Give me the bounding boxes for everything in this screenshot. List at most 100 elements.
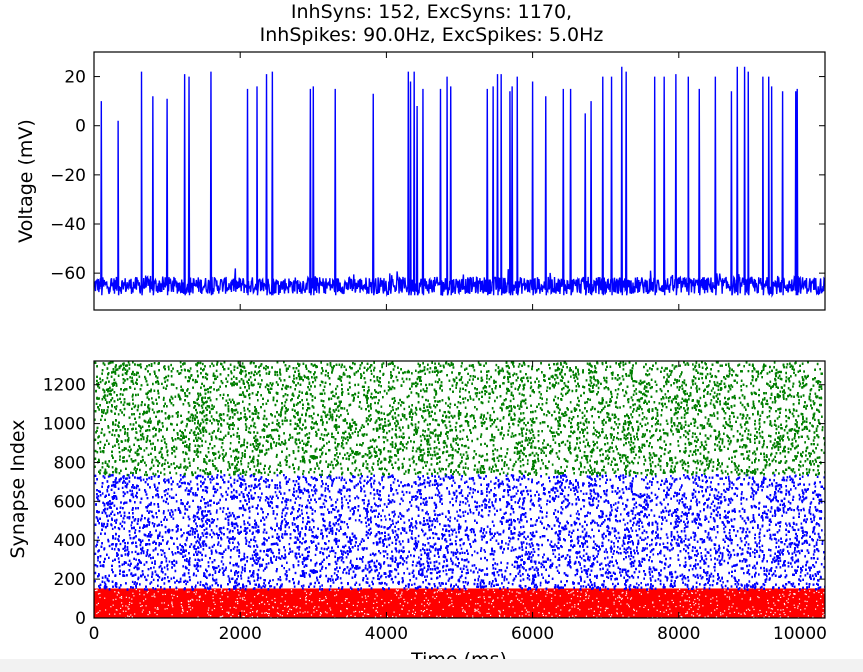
raster-gap	[521, 598, 523, 600]
raster-gap	[823, 613, 825, 616]
raster-gap	[325, 597, 327, 599]
raster-gap	[276, 612, 278, 614]
raster-gap	[752, 606, 754, 608]
raster-gap	[115, 609, 117, 611]
raster-gap	[166, 608, 168, 610]
raster-gap	[119, 597, 121, 599]
raster-gap	[794, 593, 796, 595]
raster-gap	[220, 616, 222, 618]
raster-gap	[395, 616, 397, 618]
raster-gap	[376, 606, 378, 609]
raster-gap	[188, 601, 190, 603]
raster-spike	[349, 509, 352, 512]
raster-gap	[324, 611, 327, 613]
raster-gap	[279, 614, 281, 616]
raster-gap	[401, 593, 403, 595]
raster-gap	[110, 606, 112, 608]
raster-spike	[714, 569, 716, 572]
raster-gap	[604, 610, 606, 612]
raster-gap	[813, 592, 815, 594]
raster-gap	[309, 593, 311, 596]
raster-gap	[399, 594, 401, 596]
raster-gap	[204, 593, 207, 595]
raster-gap	[250, 602, 252, 604]
raster-spike	[780, 486, 783, 489]
raster-gap	[426, 602, 428, 604]
raster-spike	[579, 562, 581, 565]
raster-gap	[757, 596, 759, 598]
raster-gap	[733, 611, 736, 613]
raster-gap	[384, 602, 386, 604]
raster-gap	[710, 602, 712, 604]
raster-gap	[726, 596, 728, 598]
raster-spike	[320, 475, 322, 479]
raster-gap	[607, 607, 609, 609]
raster-gap	[230, 615, 232, 618]
raster-gap	[694, 598, 696, 601]
raster-gap	[586, 590, 589, 592]
raster-gap	[681, 616, 683, 618]
raster-spike	[207, 475, 209, 478]
raster-gap	[423, 600, 425, 602]
raster-gap	[659, 611, 661, 613]
raster-gap	[214, 589, 216, 591]
raster-gap	[789, 610, 791, 613]
raster-gap	[374, 598, 376, 600]
raster-gap	[596, 597, 598, 599]
raster-gap	[739, 592, 741, 594]
raster-gap	[692, 601, 695, 603]
raster-gap	[242, 615, 244, 617]
raster-gap	[118, 592, 120, 594]
raster-gap	[227, 590, 229, 592]
raster-gap	[806, 605, 808, 607]
raster-gap	[710, 598, 712, 600]
raster-spike	[110, 543, 113, 546]
raster-gap	[304, 611, 306, 613]
raster-spike	[373, 497, 375, 500]
raster-gap	[257, 593, 259, 595]
raster-spike	[426, 570, 428, 573]
raster-spike	[676, 514, 679, 518]
raster-gap	[574, 604, 576, 606]
raster-gap	[673, 593, 675, 595]
raster-gap	[423, 610, 426, 612]
raster-gap	[684, 600, 686, 602]
raster-spike	[658, 487, 660, 490]
raster-gap	[741, 598, 743, 600]
raster-gap	[544, 589, 546, 591]
raster-gap	[237, 602, 239, 605]
raster-spike	[426, 510, 428, 513]
raster-spike	[470, 530, 473, 534]
raster-gap	[428, 604, 430, 606]
raster-gap	[502, 595, 504, 597]
raster-gap	[630, 597, 633, 599]
raster-spike	[423, 498, 426, 501]
raster-gap	[773, 602, 775, 604]
raster-spike	[350, 559, 352, 562]
raster-gap	[413, 614, 416, 616]
raster-spike	[398, 551, 400, 554]
raster-gap	[474, 608, 476, 610]
raster-spike	[263, 579, 265, 582]
raster-gap	[296, 612, 298, 614]
raster-gap	[798, 590, 800, 592]
raster-gap	[740, 613, 742, 615]
raster-spike	[147, 574, 149, 577]
raster-gap	[747, 608, 749, 610]
raster-gap	[237, 590, 239, 592]
raster-gap	[620, 612, 623, 614]
raster-gap	[822, 615, 824, 617]
raster-gap	[559, 595, 561, 597]
raster-gap	[436, 595, 438, 598]
raster-gap	[362, 615, 364, 617]
raster-gap	[451, 600, 453, 602]
raster-gap	[602, 591, 604, 593]
raster-gap	[434, 591, 436, 593]
raster-gap	[139, 602, 141, 604]
raster-gap	[344, 600, 346, 602]
raster-gap	[793, 593, 795, 595]
raster-spike	[192, 493, 195, 496]
raster-gap	[299, 607, 301, 609]
raster-gap	[116, 594, 118, 596]
raster-gap	[265, 612, 267, 614]
